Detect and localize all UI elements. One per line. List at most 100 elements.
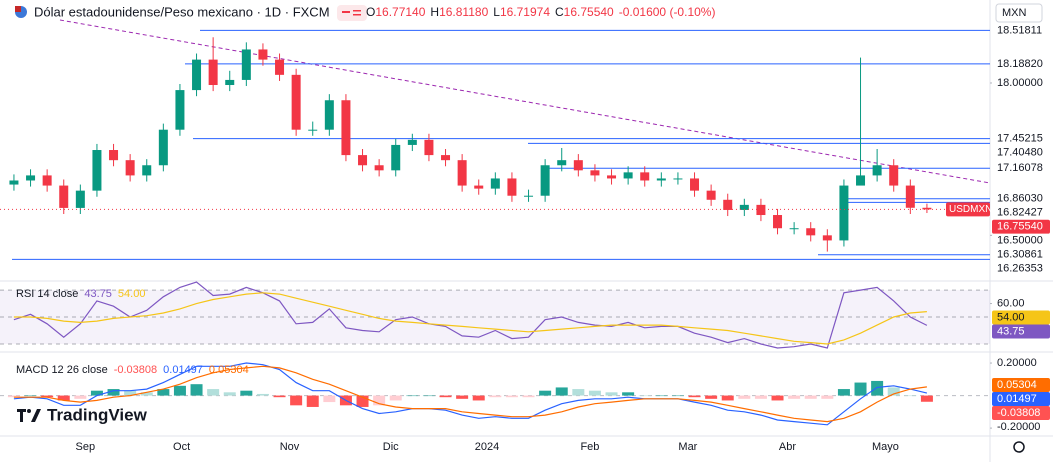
candle-body	[424, 139, 434, 156]
status-icon	[353, 14, 361, 16]
candle-body	[590, 170, 600, 176]
candle-body	[391, 144, 401, 171]
pane-title: RSI 14 close	[16, 288, 78, 300]
histogram-bar	[207, 389, 220, 396]
histogram-bar	[7, 395, 20, 398]
level-label-bg	[992, 56, 1050, 71]
currency-button[interactable]	[995, 3, 1043, 23]
candle-body	[59, 185, 69, 208]
histogram-bar	[256, 393, 269, 396]
level-label: 16.86030	[997, 193, 1043, 205]
candle-body	[739, 204, 749, 210]
candle-body	[241, 49, 251, 80]
level-label-bg	[992, 261, 1050, 276]
histogram-bar	[771, 395, 784, 401]
histogram-bar	[107, 389, 120, 396]
candle-body	[640, 172, 650, 181]
histogram-bar	[555, 387, 568, 396]
histogram-bar	[871, 380, 884, 396]
value-tag: 0.01497	[997, 393, 1037, 405]
x-tick-label: Mayo	[872, 441, 899, 453]
candle-body	[158, 129, 168, 166]
value-tag-bg	[992, 310, 1050, 325]
level-label-bg	[992, 191, 1050, 206]
level-label-bg	[992, 161, 1050, 176]
flag-icon-part	[15, 6, 21, 12]
histogram-bar	[505, 395, 518, 398]
candle-body	[457, 160, 467, 186]
candle-body	[324, 100, 334, 130]
candle-body	[839, 185, 849, 241]
histogram-bar	[74, 395, 87, 399]
logo-mark	[20, 409, 23, 422]
histogram-bar	[605, 392, 618, 396]
histogram-bar	[821, 395, 834, 399]
candle-body	[275, 59, 285, 75]
x-tick-label: Oct	[173, 441, 190, 453]
histogram-bar	[655, 395, 668, 397]
level-label-bg	[992, 131, 1050, 146]
histogram-bar	[41, 395, 54, 398]
histogram-bar	[721, 395, 734, 401]
value-tag-bg	[992, 392, 1050, 406]
value-tag: 0.05304	[997, 379, 1037, 391]
candle-body	[407, 139, 417, 145]
candle-body	[441, 155, 451, 161]
histogram-bar	[472, 395, 485, 401]
status-pill[interactable]	[337, 5, 367, 21]
histogram-bar	[738, 395, 751, 399]
histogram-bar	[124, 390, 137, 396]
level-label: 16.82427	[997, 207, 1043, 219]
logo-mark	[31, 409, 41, 422]
level-label: 17.16078	[997, 162, 1043, 174]
pane-title: MACD 12 26 close	[16, 364, 108, 376]
candle-body	[723, 199, 733, 210]
candle-body	[142, 165, 152, 176]
header-value: -0.03808	[114, 364, 157, 376]
candle-body	[175, 90, 185, 130]
value-tag: -0.03808	[997, 407, 1040, 419]
status-icon	[342, 11, 350, 13]
y-tick-label: -0.20000	[997, 421, 1040, 433]
histogram-bar	[572, 389, 585, 396]
candle-body	[92, 150, 102, 191]
candle-body	[673, 178, 683, 180]
y-tick-label: 0.20000	[997, 357, 1037, 369]
histogram-bar	[904, 395, 917, 397]
candle-body	[291, 74, 301, 130]
candle-body	[358, 155, 368, 166]
level-label-bg	[992, 205, 1050, 220]
value-tag-bg	[992, 324, 1050, 339]
candle-body	[557, 160, 567, 166]
candle-body	[656, 178, 666, 181]
y-tick-label: 18.00000	[997, 77, 1043, 89]
y-tick-label-bg	[992, 296, 1050, 311]
currency-label[interactable]: MXN	[1002, 7, 1027, 19]
histogram-bar	[671, 395, 684, 397]
candle-body	[26, 175, 36, 181]
candle-body	[872, 165, 882, 176]
candle-body	[623, 172, 633, 179]
y-tick-label: 60.00	[997, 297, 1025, 309]
candle-body	[490, 178, 500, 189]
histogram-bar	[456, 395, 469, 399]
candle-body	[208, 59, 218, 86]
candle-body	[9, 180, 19, 185]
histogram-bar	[190, 384, 203, 396]
histogram-bar	[406, 395, 419, 397]
y-tick-label-bg	[992, 233, 1050, 248]
candle-body	[374, 165, 384, 171]
ohlc-key: C	[555, 5, 564, 19]
ohlc-value: 16.71974	[500, 5, 550, 19]
x-tick-label: Abr	[779, 441, 796, 453]
candle-body	[607, 175, 617, 179]
candle-body	[690, 178, 700, 191]
candle-body	[573, 160, 583, 171]
histogram-bar	[356, 395, 369, 407]
histogram-bar	[90, 390, 103, 396]
settings-icon[interactable]	[1013, 441, 1025, 453]
last-price-label: 16.75540	[997, 221, 1043, 233]
candle-body	[524, 195, 534, 197]
level-label: 16.30861	[997, 249, 1043, 261]
